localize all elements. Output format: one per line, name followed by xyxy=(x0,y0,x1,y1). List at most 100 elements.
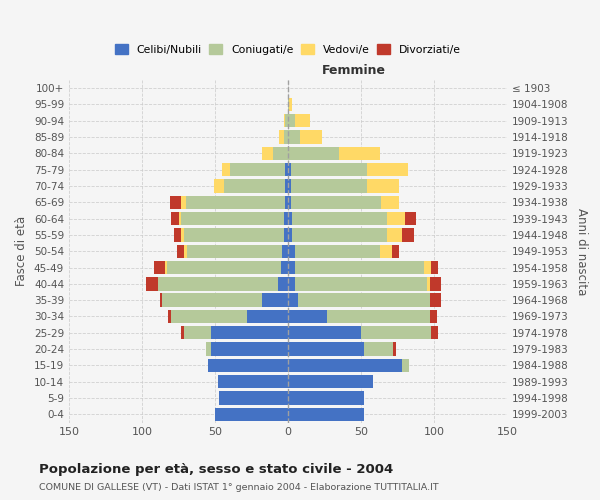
Bar xyxy=(288,310,328,323)
Bar xyxy=(382,196,399,209)
Bar xyxy=(295,261,424,274)
Bar xyxy=(184,228,284,241)
Bar xyxy=(230,163,285,176)
Bar xyxy=(218,375,288,388)
Y-axis label: Anni di nascita: Anni di nascita xyxy=(575,208,588,295)
Bar xyxy=(179,212,181,226)
Text: COMUNE DI GALLESE (VT) - Dati ISTAT 1° gennaio 2004 - Elaborazione TUTTITALIA.IT: COMUNE DI GALLESE (VT) - Dati ISTAT 1° g… xyxy=(39,484,439,492)
Bar xyxy=(206,342,211,356)
Bar xyxy=(392,244,399,258)
Bar xyxy=(181,326,184,340)
Bar xyxy=(288,408,364,421)
Bar xyxy=(160,294,163,307)
Bar xyxy=(431,326,439,340)
Bar xyxy=(181,196,186,209)
Bar xyxy=(208,358,288,372)
Bar xyxy=(284,212,288,226)
Bar xyxy=(288,294,298,307)
Bar xyxy=(299,130,322,144)
Bar xyxy=(222,163,230,176)
Bar xyxy=(174,228,181,241)
Bar xyxy=(288,342,364,356)
Bar xyxy=(171,212,179,226)
Bar xyxy=(282,244,288,258)
Bar xyxy=(284,228,288,241)
Bar xyxy=(288,375,373,388)
Bar xyxy=(430,310,437,323)
Bar xyxy=(279,130,284,144)
Bar xyxy=(288,261,295,274)
Bar xyxy=(224,180,285,192)
Bar xyxy=(405,212,416,226)
Bar xyxy=(171,310,247,323)
Bar xyxy=(289,98,292,111)
Bar xyxy=(427,277,430,290)
Bar xyxy=(278,277,288,290)
Bar xyxy=(430,294,442,307)
Bar xyxy=(339,146,380,160)
Bar xyxy=(367,163,408,176)
Bar xyxy=(292,212,387,226)
Bar xyxy=(402,358,409,372)
Bar xyxy=(288,130,299,144)
Bar xyxy=(247,310,288,323)
Bar xyxy=(214,180,224,192)
Bar xyxy=(298,294,430,307)
Bar xyxy=(291,180,367,192)
Bar xyxy=(184,326,211,340)
Bar xyxy=(285,196,288,209)
Bar xyxy=(364,342,393,356)
Bar xyxy=(402,228,413,241)
Bar xyxy=(291,196,382,209)
Bar xyxy=(295,277,427,290)
Bar xyxy=(281,261,288,274)
Bar xyxy=(295,114,310,128)
Bar xyxy=(187,244,282,258)
Y-axis label: Fasce di età: Fasce di età xyxy=(16,216,28,286)
Bar xyxy=(288,98,289,111)
Bar xyxy=(215,408,288,421)
Bar xyxy=(285,180,288,192)
Bar xyxy=(288,212,292,226)
Bar xyxy=(211,342,288,356)
Bar xyxy=(167,261,281,274)
Bar xyxy=(431,261,439,274)
Bar xyxy=(288,196,291,209)
Bar xyxy=(146,277,158,290)
Bar xyxy=(285,163,288,176)
Bar xyxy=(288,163,291,176)
Bar xyxy=(430,277,442,290)
Bar xyxy=(163,294,262,307)
Bar xyxy=(387,212,405,226)
Bar xyxy=(380,244,392,258)
Bar xyxy=(292,228,387,241)
Legend: Celibi/Nubili, Coniugati/e, Vedovi/e, Divorziati/e: Celibi/Nubili, Coniugati/e, Vedovi/e, Di… xyxy=(112,41,464,58)
Bar xyxy=(284,114,285,128)
Bar xyxy=(288,114,295,128)
Bar xyxy=(288,244,295,258)
Bar xyxy=(387,228,402,241)
Bar xyxy=(288,277,295,290)
Bar xyxy=(288,358,402,372)
Bar xyxy=(288,180,291,192)
Bar xyxy=(170,196,181,209)
Bar xyxy=(181,228,184,241)
Text: Popolazione per età, sesso e stato civile - 2004: Popolazione per età, sesso e stato civil… xyxy=(39,462,393,475)
Bar xyxy=(393,342,396,356)
Bar xyxy=(361,326,431,340)
Bar xyxy=(184,244,187,258)
Bar xyxy=(211,326,288,340)
Bar xyxy=(288,326,361,340)
Bar xyxy=(288,146,339,160)
Bar xyxy=(291,163,367,176)
Bar xyxy=(328,310,430,323)
Bar xyxy=(295,244,380,258)
Bar xyxy=(166,261,167,274)
Bar xyxy=(181,212,284,226)
Bar xyxy=(186,196,285,209)
Bar xyxy=(367,180,399,192)
Text: Femmine: Femmine xyxy=(322,64,386,76)
Bar xyxy=(177,244,184,258)
Bar xyxy=(262,146,274,160)
Bar xyxy=(262,294,288,307)
